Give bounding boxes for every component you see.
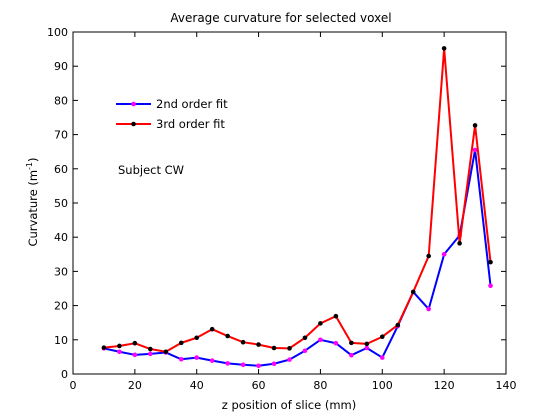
data-point bbox=[302, 348, 308, 354]
x-axis: 0 20 40 60 80 100 120 140 bbox=[70, 32, 517, 392]
data-point bbox=[379, 334, 385, 340]
data-point bbox=[148, 351, 153, 357]
y-axis: 0 10 20 30 40 50 60 70 80 90 100 bbox=[47, 26, 506, 381]
legend-label: 3rd order fit bbox=[156, 117, 225, 131]
series-layer bbox=[101, 46, 493, 369]
data-point bbox=[209, 358, 215, 363]
data-point bbox=[225, 333, 230, 339]
y-tick-label: 70 bbox=[54, 129, 68, 142]
data-point bbox=[271, 345, 277, 351]
data-point bbox=[302, 335, 308, 341]
data-point bbox=[379, 355, 385, 360]
legend-label: 2nd order fit bbox=[156, 97, 228, 111]
data-point bbox=[287, 357, 292, 362]
x-tick-label: 40 bbox=[190, 379, 204, 392]
legend-entry: 2nd order fit bbox=[116, 97, 228, 111]
x-axis-title: z position of slice (mm) bbox=[222, 398, 356, 412]
data-point bbox=[318, 321, 323, 326]
data-point bbox=[194, 335, 200, 341]
plot-area bbox=[72, 31, 507, 375]
data-point bbox=[101, 345, 107, 350]
x-tick-label: 20 bbox=[128, 379, 142, 392]
data-point bbox=[178, 356, 184, 362]
data-point bbox=[333, 340, 339, 346]
data-point bbox=[194, 355, 200, 360]
data-point bbox=[333, 313, 339, 319]
data-point bbox=[225, 361, 230, 366]
y-tick-label: 80 bbox=[54, 94, 68, 107]
subject-annotation: Subject CW bbox=[118, 163, 184, 177]
y-tick-label: 100 bbox=[47, 26, 68, 39]
data-point bbox=[472, 147, 478, 153]
legend-marker bbox=[131, 121, 136, 127]
data-point bbox=[472, 123, 478, 128]
data-point bbox=[364, 345, 370, 351]
data-point bbox=[178, 340, 184, 346]
data-point bbox=[318, 337, 323, 343]
series-line bbox=[103, 47, 492, 353]
x-tick-label: 120 bbox=[434, 379, 455, 392]
data-point bbox=[441, 252, 447, 257]
data-point bbox=[395, 322, 401, 328]
data-point bbox=[117, 343, 122, 349]
data-point bbox=[256, 342, 261, 347]
data-point bbox=[349, 352, 354, 358]
data-point bbox=[426, 253, 431, 259]
y-tick-label: 0 bbox=[61, 368, 68, 381]
series-line bbox=[103, 148, 492, 367]
y-axis-title-superscript: -1 bbox=[25, 162, 34, 170]
y-tick-label: 40 bbox=[54, 231, 68, 244]
x-tick-label: 140 bbox=[496, 379, 517, 392]
y-axis-title-text: Curvature (m bbox=[26, 170, 40, 247]
data-point bbox=[457, 241, 462, 246]
data-point bbox=[256, 363, 261, 369]
legend: 2nd order fit 3rd order fit bbox=[116, 97, 228, 131]
data-point bbox=[349, 340, 354, 346]
data-point bbox=[148, 346, 153, 352]
legend-marker bbox=[131, 101, 136, 107]
data-point bbox=[240, 362, 246, 368]
y-tick-label: 90 bbox=[54, 60, 68, 73]
y-axis-title-close: ) bbox=[26, 157, 40, 162]
data-point bbox=[287, 346, 292, 351]
y-axis-title: Curvature (m-1) bbox=[25, 157, 40, 246]
x-tick-label: 0 bbox=[70, 379, 77, 392]
data-point bbox=[132, 352, 138, 358]
data-point bbox=[163, 349, 169, 355]
x-tick-label: 100 bbox=[372, 379, 393, 392]
data-point bbox=[240, 339, 246, 345]
y-tick-label: 30 bbox=[54, 265, 68, 278]
data-point bbox=[209, 326, 215, 332]
data-point bbox=[488, 259, 493, 265]
data-point bbox=[426, 306, 431, 312]
data-point bbox=[364, 341, 370, 347]
data-point bbox=[410, 289, 416, 295]
data-point bbox=[132, 340, 138, 346]
data-point bbox=[488, 283, 493, 289]
data-point bbox=[271, 361, 277, 367]
data-point bbox=[441, 46, 447, 51]
series-3rd-order-fit bbox=[101, 46, 493, 355]
data-point bbox=[117, 349, 122, 355]
x-tick-label: 80 bbox=[313, 379, 327, 392]
chart-title: Average curvature for selected voxel bbox=[170, 11, 391, 25]
y-tick-label: 20 bbox=[54, 300, 68, 313]
y-tick-label: 60 bbox=[54, 163, 68, 176]
y-tick-label: 50 bbox=[54, 197, 68, 210]
x-tick-label: 60 bbox=[252, 379, 266, 392]
y-tick-label: 10 bbox=[54, 334, 68, 347]
legend-entry: 3rd order fit bbox=[116, 117, 225, 131]
